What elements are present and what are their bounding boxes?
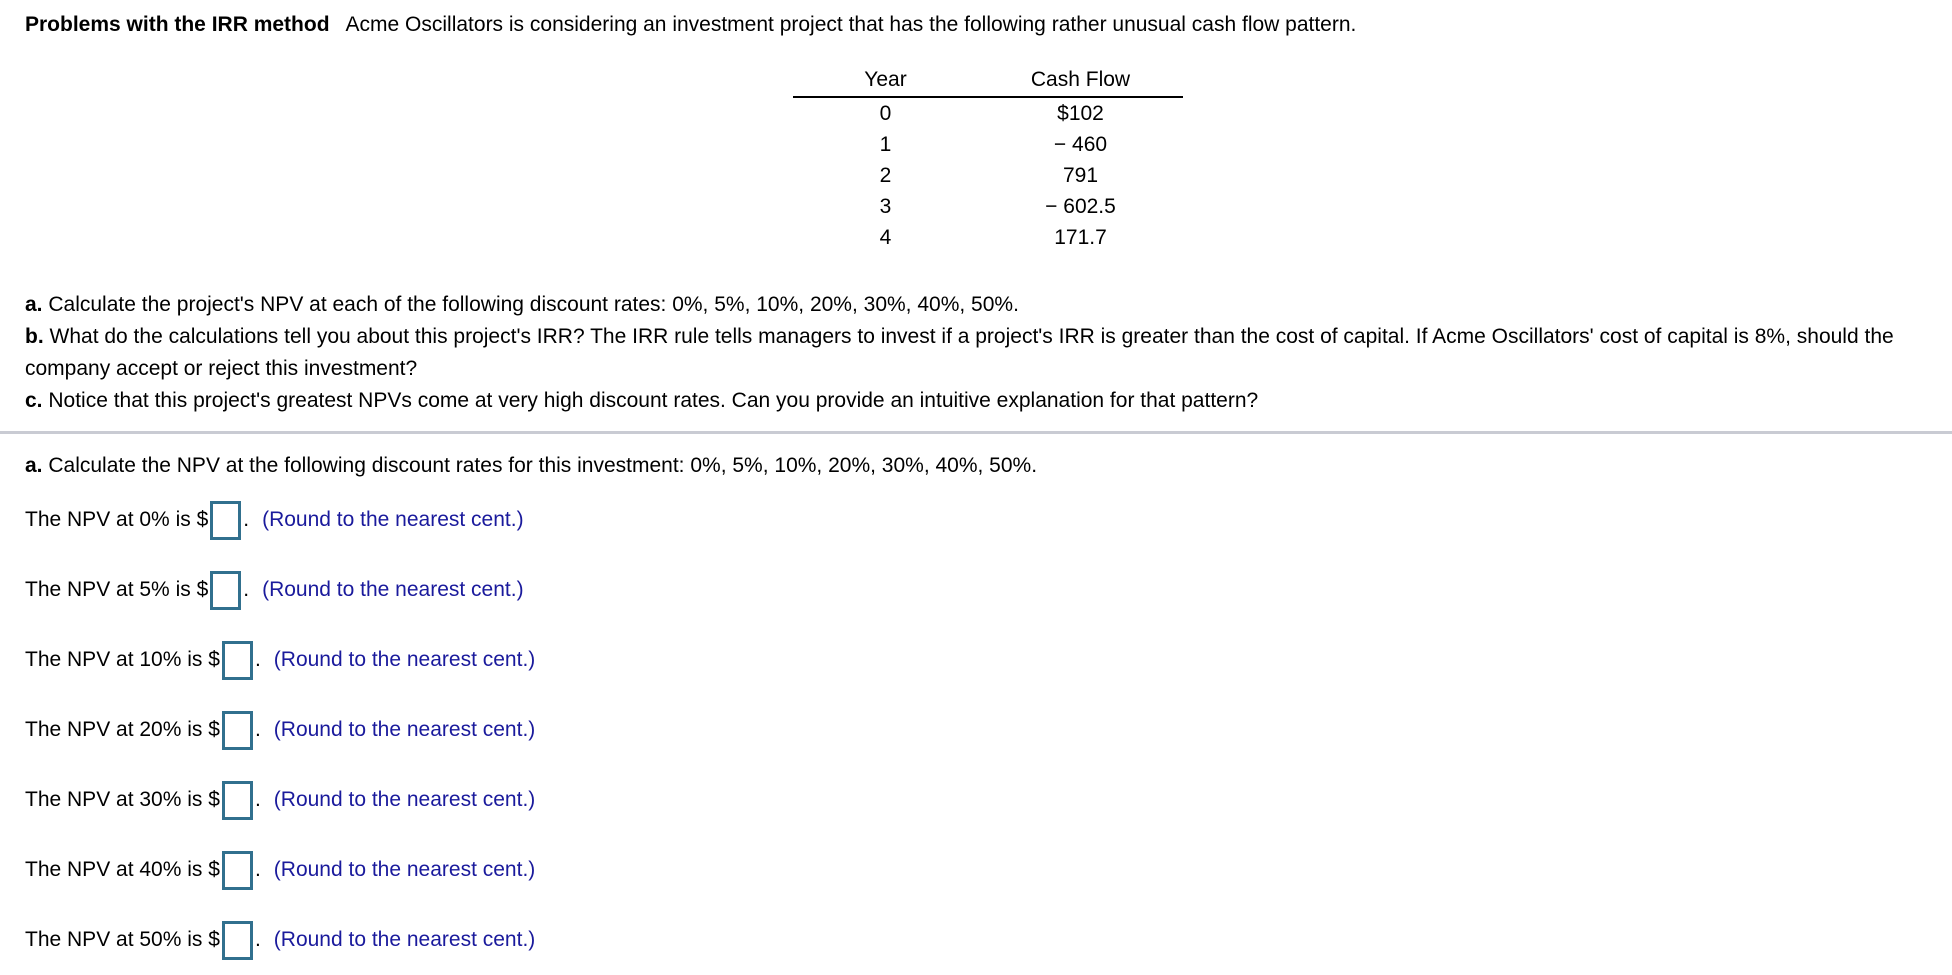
- question-a-letter: a.: [25, 293, 43, 316]
- question-a: a. Calculate the project's NPV at each o…: [25, 289, 1930, 321]
- table-row: 2 791: [793, 160, 1183, 191]
- npv-row-label: The NPV at 40% is $: [25, 858, 220, 881]
- question-b-text: What do the calculations tell you about …: [25, 325, 1894, 380]
- npv-row-0pct: The NPV at 0% is $ . (Round to the neare…: [25, 485, 1932, 555]
- answer-intro-text: Calculate the NPV at the following disco…: [48, 454, 1038, 477]
- npv-row-30pct: The NPV at 30% is $ . (Round to the near…: [25, 765, 1932, 835]
- npv-row-label: The NPV at 0% is $: [25, 508, 209, 531]
- npv-row-40pct: The NPV at 40% is $ . (Round to the near…: [25, 835, 1932, 905]
- table-row: 1 − 460: [793, 129, 1183, 160]
- cashflow-header-row: Year Cash Flow: [793, 66, 1183, 98]
- npv-row-period: .: [243, 578, 250, 601]
- table-row: 4 171.7: [793, 222, 1183, 253]
- question-c-letter: c.: [25, 389, 43, 412]
- npv-row-period: .: [254, 788, 261, 811]
- year-cell: 1: [879, 133, 892, 156]
- npv-row-label: The NPV at 5% is $: [25, 578, 209, 601]
- question-c: c. Notice that this project's greatest N…: [25, 385, 1930, 417]
- npv-row-label: The NPV at 30% is $: [25, 788, 220, 811]
- npv-input-20pct[interactable]: [221, 710, 253, 750]
- year-cell: 2: [879, 164, 892, 187]
- npv-row-20pct: The NPV at 20% is $ . (Round to the near…: [25, 695, 1932, 765]
- round-hint: (Round to the nearest cent.): [262, 508, 524, 531]
- npv-row-period: .: [254, 928, 261, 951]
- round-hint: (Round to the nearest cent.): [273, 858, 536, 881]
- npv-row-period: .: [254, 648, 261, 671]
- round-hint: (Round to the nearest cent.): [273, 718, 536, 741]
- round-hint: (Round to the nearest cent.): [262, 578, 524, 601]
- npv-row-label: The NPV at 20% is $: [25, 718, 220, 741]
- question-c-text: Notice that this project's greatest NPVs…: [48, 389, 1259, 412]
- npv-input-5pct[interactable]: [210, 570, 242, 610]
- npv-row-period: .: [243, 508, 250, 531]
- round-hint: (Round to the nearest cent.): [273, 788, 536, 811]
- question-a-text: Calculate the project's NPV at each of t…: [48, 293, 1019, 316]
- problem-statement: Problems with the IRR method Acme Oscilla…: [0, 10, 1952, 417]
- npv-row-period: .: [254, 858, 261, 881]
- cashflow-cell: 171.7: [1054, 226, 1107, 249]
- cashflow-header-cashflow: Cash Flow: [978, 66, 1183, 98]
- npv-input-40pct[interactable]: [221, 850, 253, 890]
- round-hint: (Round to the nearest cent.): [273, 648, 536, 671]
- question-b-letter: b.: [25, 325, 44, 348]
- cashflow-table: Year Cash Flow 0 $102 1 − 460 2 791 3 − …: [793, 66, 1183, 253]
- npv-input-10pct[interactable]: [221, 640, 253, 680]
- answer-section: a. Calculate the NPV at the following di…: [0, 450, 1952, 975]
- answer-intro-line: a. Calculate the NPV at the following di…: [25, 450, 1932, 482]
- npv-row-period: .: [254, 718, 261, 741]
- table-row: 0 $102: [793, 97, 1183, 129]
- cashflow-header-year: Year: [793, 66, 978, 98]
- cashflow-cell: − 460: [1053, 133, 1108, 156]
- table-row: 3 − 602.5: [793, 191, 1183, 222]
- npv-row-5pct: The NPV at 5% is $ . (Round to the neare…: [25, 555, 1932, 625]
- round-hint: (Round to the nearest cent.): [273, 928, 536, 951]
- npv-row-label: The NPV at 10% is $: [25, 648, 220, 671]
- npv-input-30pct[interactable]: [221, 780, 253, 820]
- question-list: a. Calculate the project's NPV at each o…: [25, 289, 1930, 417]
- section-divider: [0, 431, 1952, 434]
- question-b: b. What do the calculations tell you abo…: [25, 321, 1930, 385]
- year-cell: 4: [879, 226, 892, 249]
- cashflow-cell: $102: [1057, 102, 1104, 125]
- problem-intro-text: Acme Oscillators is considering an inves…: [345, 13, 1357, 36]
- npv-input-0pct[interactable]: [210, 500, 242, 540]
- npv-row-10pct: The NPV at 10% is $ . (Round to the near…: [25, 625, 1932, 695]
- problem-title-line: Problems with the IRR method Acme Oscilla…: [25, 10, 1932, 40]
- cashflow-cell: 791: [1062, 164, 1099, 187]
- npv-row-50pct: The NPV at 50% is $ . (Round to the near…: [25, 905, 1932, 975]
- npv-input-50pct[interactable]: [221, 920, 253, 960]
- year-cell: 3: [879, 195, 892, 218]
- npv-answer-rows: The NPV at 0% is $ . (Round to the neare…: [25, 485, 1932, 975]
- year-cell: 0: [879, 102, 892, 125]
- problem-title: Problems with the IRR method: [25, 13, 330, 36]
- npv-row-label: The NPV at 50% is $: [25, 928, 220, 951]
- cashflow-cell: − 602.5: [1045, 195, 1116, 218]
- answer-intro-letter: a.: [25, 454, 43, 477]
